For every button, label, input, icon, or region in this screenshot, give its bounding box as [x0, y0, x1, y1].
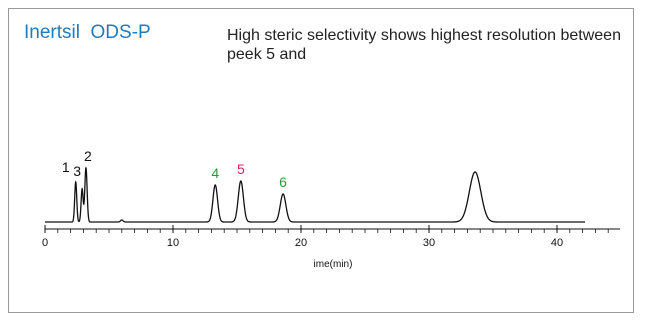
peak-label-6: 6	[279, 174, 287, 190]
peak-label-5: 5	[237, 161, 245, 177]
chromatogram-trace	[45, 166, 586, 223]
x-tick-label: 0	[42, 237, 48, 249]
x-axis-label: ime(min)	[314, 259, 353, 270]
chart-frame	[8, 8, 634, 313]
product-name: Inertsil ODS-P	[24, 22, 151, 43]
x-tick-label: 40	[551, 237, 563, 249]
peak-label-3: 3	[73, 163, 81, 179]
x-tick-label: 10	[167, 237, 179, 249]
x-tick-label: 30	[423, 237, 435, 249]
peak-label-1: 1	[62, 159, 70, 175]
x-tick-label: 20	[295, 237, 307, 249]
peak-label-4: 4	[211, 165, 219, 181]
chart-description: High steric selectivity shows highest re…	[227, 27, 621, 63]
peak-label-2: 2	[84, 148, 92, 164]
